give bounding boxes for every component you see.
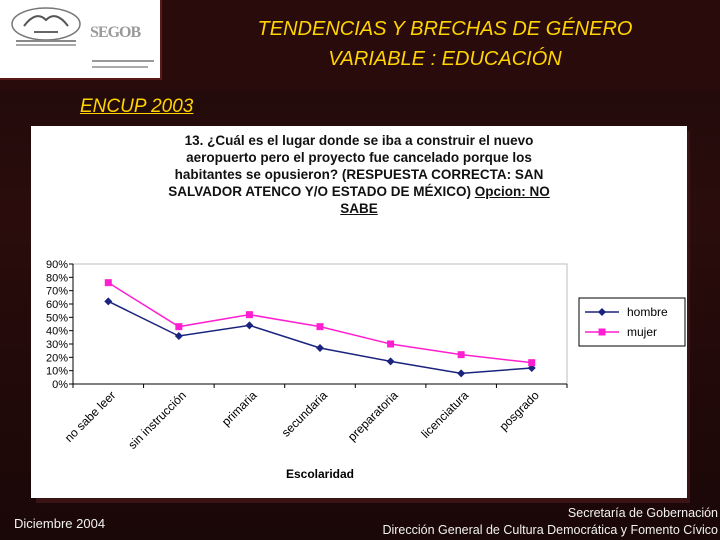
y-tick-label: 20%: [46, 352, 68, 364]
legend-marker-hombre: [598, 308, 606, 316]
x-tick-label: posgrado: [497, 388, 543, 434]
chart-title-line-5: SABE: [340, 201, 378, 216]
footer-date: Diciembre 2004: [14, 516, 106, 531]
y-axis: 0%10% 20%30%40% 50%60%70% 80%90%: [46, 259, 74, 391]
data-point-mujer: [457, 351, 465, 359]
logo: SEGOB: [0, 0, 162, 80]
eagle-emblem-icon: [11, 7, 81, 46]
footer-org-line-2: Dirección General de Cultura Democrática…: [382, 523, 718, 537]
x-tick-label: primaria: [219, 388, 260, 429]
x-tick-label: secundaria: [279, 388, 331, 440]
x-tick-label: no sabe leer: [62, 388, 119, 445]
chart-title-line-4b: Opcion: NO: [474, 184, 550, 199]
x-axis: no sabe leer sin instrucción primaria secun…: [62, 383, 568, 452]
y-tick-label: 50%: [46, 312, 68, 324]
legend-label-mujer: mujer: [627, 325, 657, 339]
data-point-mujer: [387, 340, 395, 348]
data-point-hombre: [386, 357, 395, 366]
y-tick-label: 60%: [46, 299, 68, 311]
y-tick-label: 40%: [46, 326, 68, 338]
data-point-hombre: [457, 369, 466, 378]
data-point-hombre: [245, 321, 254, 330]
chart-panel: 13. ¿Cuál es el lugar donde se iba a con…: [31, 126, 687, 498]
logo-wordmark: SEGOB: [90, 24, 141, 41]
chart-title-line-3: habitantes se opusieron? (RESPUESTA CORR…: [174, 167, 544, 182]
data-point-mujer: [104, 279, 112, 287]
y-tick-label: 10%: [46, 366, 68, 378]
survey-label: ENCUP 2003: [80, 96, 194, 117]
legend-box: [578, 297, 686, 347]
page-title-line-1: TENDENCIAS Y BRECHAS DE GÉNERO: [257, 18, 633, 40]
y-tick-label: 90%: [46, 259, 68, 271]
x-tick-label: sin instrucción: [125, 388, 189, 452]
y-tick-label: 80%: [46, 272, 68, 284]
data-point-mujer: [245, 311, 253, 319]
chart-title-line-1: 13. ¿Cuál es el lugar donde se iba a con…: [184, 133, 534, 148]
x-axis-title: Escolaridad: [286, 467, 354, 481]
data-point-hombre: [316, 344, 324, 352]
line-chart: 0%10% 20%30%40% 50%60%70% 80%90% no sabe le…: [46, 259, 686, 481]
data-point-mujer: [528, 359, 536, 367]
series: [104, 279, 536, 378]
logo-subtitle-mark: [92, 60, 154, 68]
legend-label-hombre: hombre: [627, 305, 668, 319]
data-point-hombre: [174, 332, 183, 340]
chart-title-line-4: SALVADOR ATENCO Y/O ESTADO DE MÉXICO) Op…: [31, 184, 687, 199]
data-point-mujer: [175, 323, 183, 331]
x-tick-label: licenciatura: [418, 388, 471, 441]
page-title-line-2: VARIABLE : EDUCACIÓN: [328, 48, 562, 70]
x-tick-label: preparatoria: [345, 388, 401, 444]
y-tick-label: 70%: [46, 286, 68, 298]
y-tick-label: 0%: [52, 379, 68, 391]
legend-marker-mujer: [598, 328, 606, 336]
legend: hombre mujer: [578, 297, 686, 347]
data-point-hombre: [104, 297, 113, 306]
y-tick-label: 30%: [46, 339, 68, 351]
chart-title-line-4a: SALVADOR ATENCO Y/O ESTADO DE MÉXICO): [168, 184, 471, 199]
chart-title-line-2: aeropuerto pero el proyecto fue cancelad…: [186, 150, 532, 165]
data-point-mujer: [316, 323, 324, 331]
footer-org-line-1: Secretaría de Gobernación: [567, 506, 718, 520]
